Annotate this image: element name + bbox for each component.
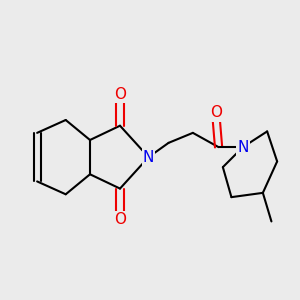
Text: O: O [114, 87, 126, 102]
Text: O: O [210, 105, 222, 120]
Text: N: N [237, 140, 248, 154]
Text: N: N [143, 150, 154, 165]
Text: O: O [114, 212, 126, 227]
